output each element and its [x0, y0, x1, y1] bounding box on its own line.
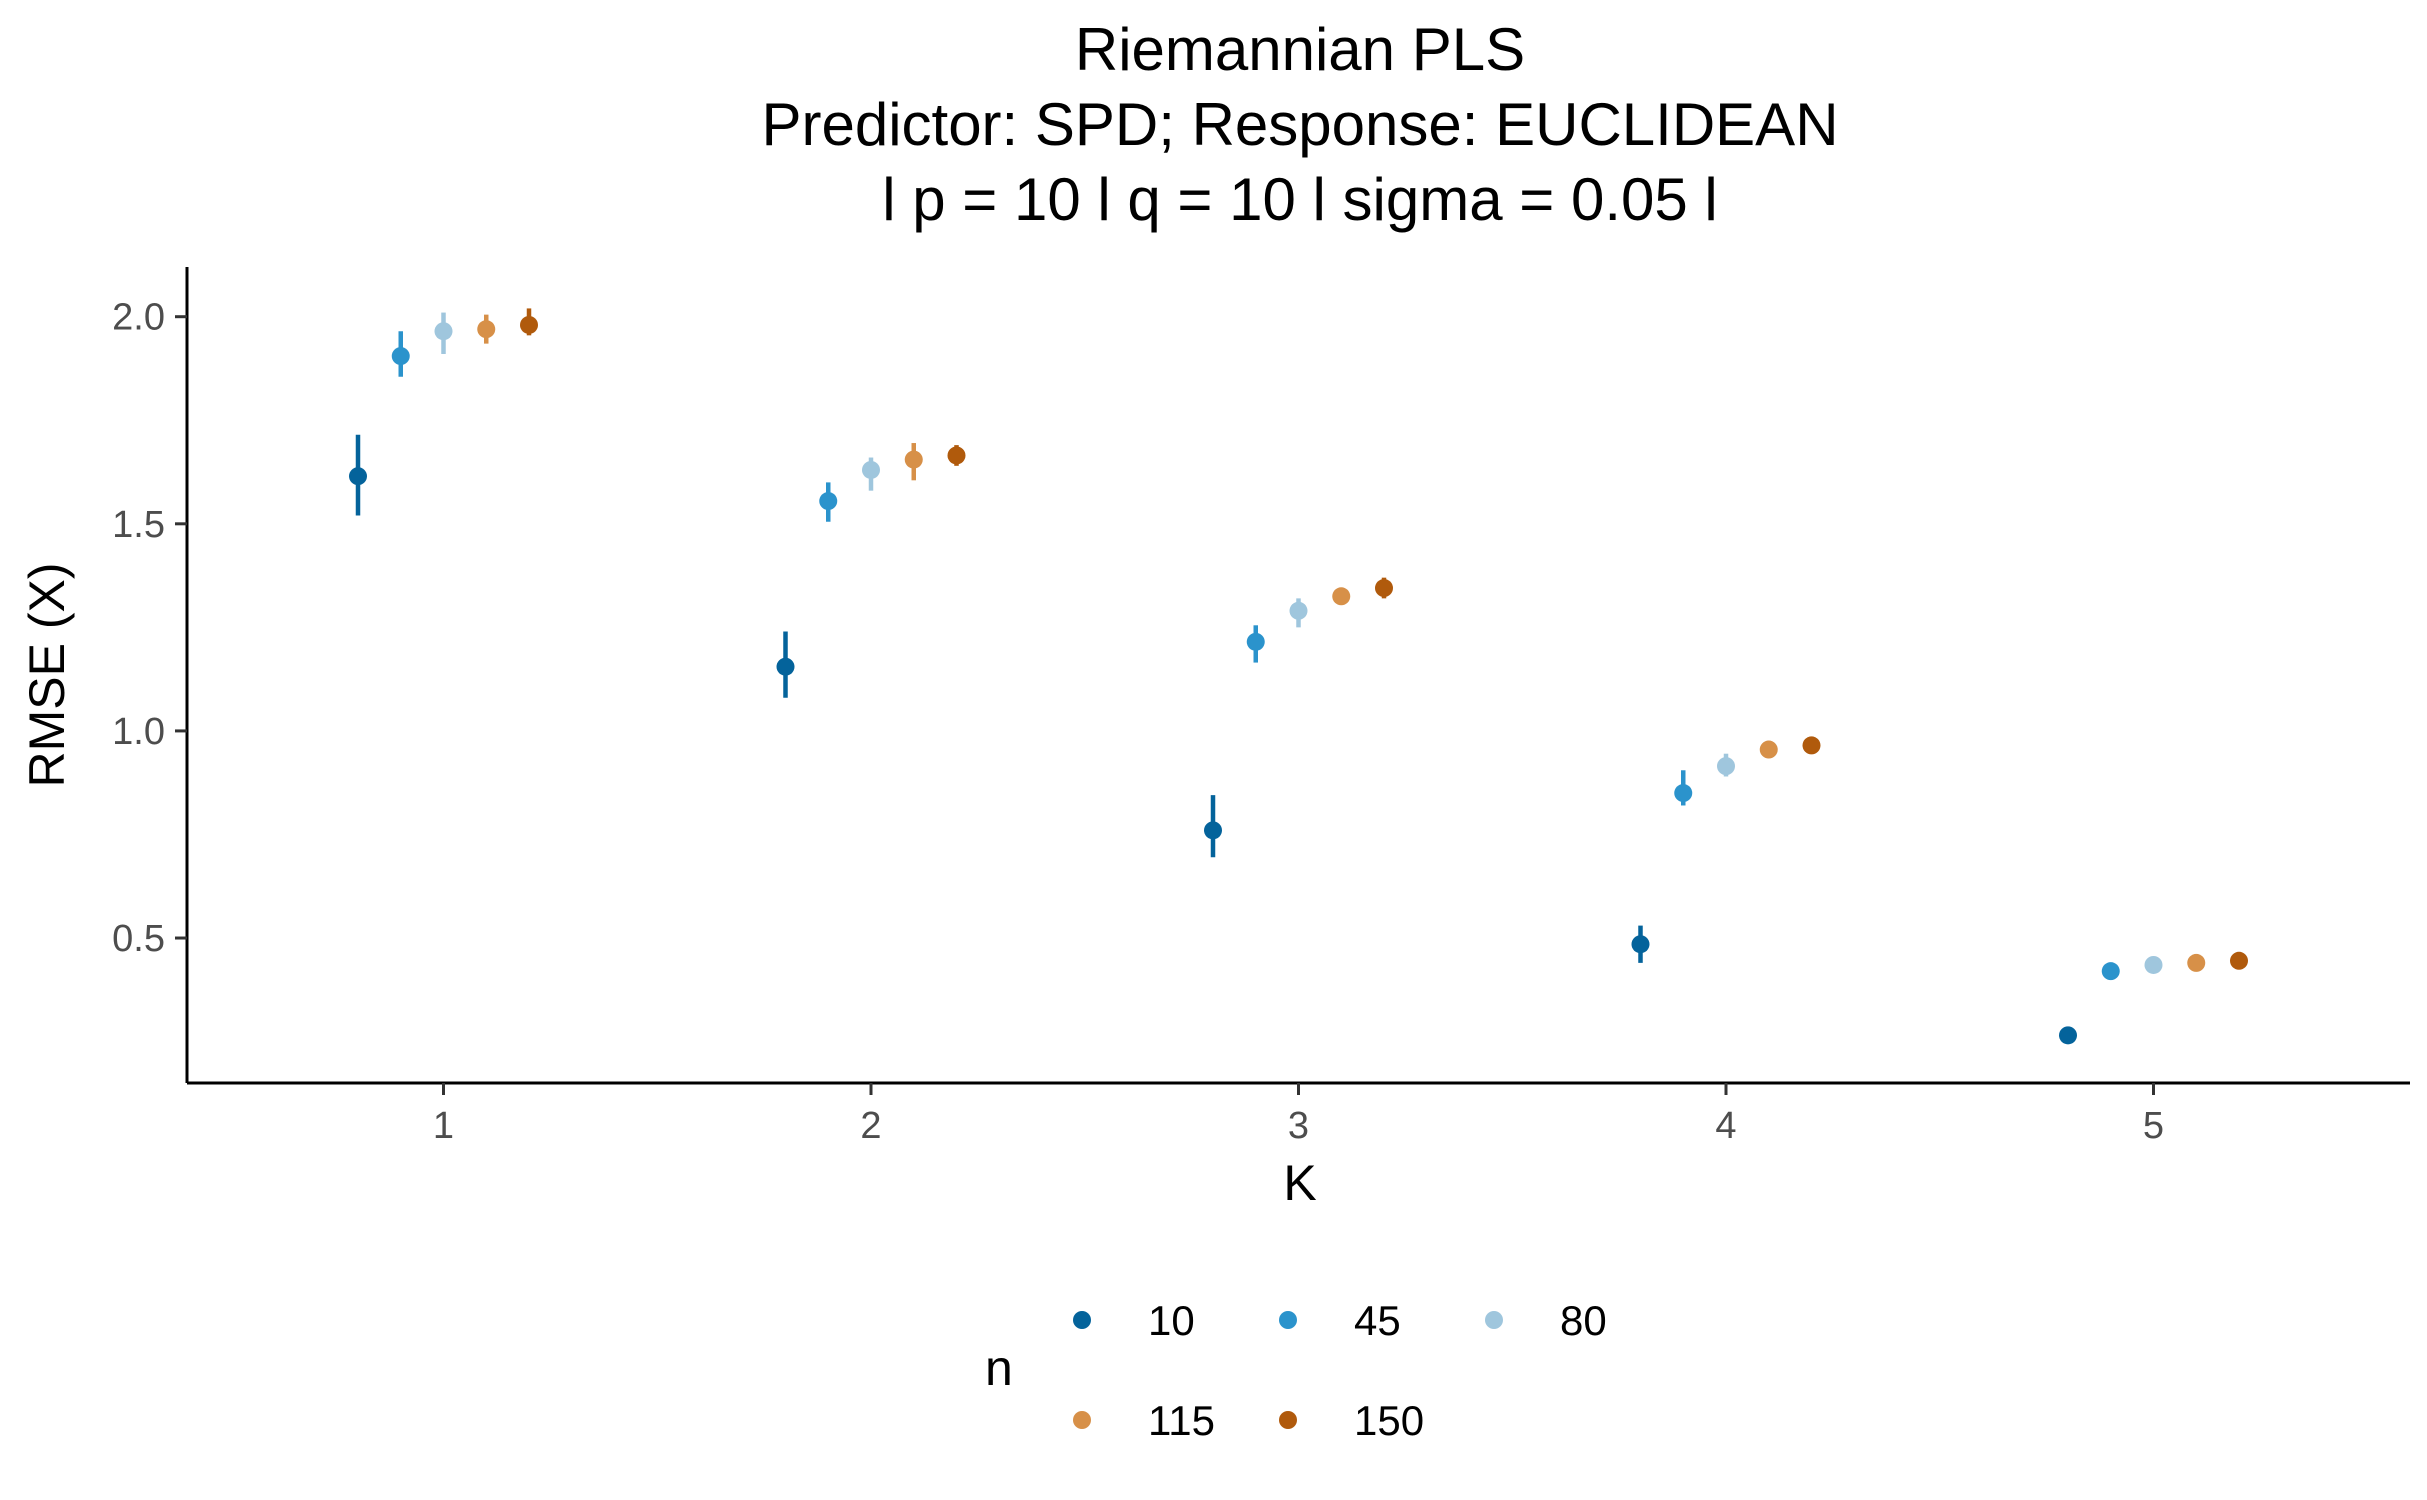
data-point	[1717, 757, 1735, 776]
data-point	[477, 320, 496, 339]
legend-label: 10	[1148, 1297, 1195, 1344]
series-45	[391, 331, 2120, 981]
title-line-2: Predictor: SPD; Response: EUCLIDEAN	[761, 91, 1838, 158]
legend-key	[1279, 1411, 1297, 1429]
data-point	[520, 315, 538, 334]
legend-item-150: 150	[1279, 1397, 1424, 1444]
series-115	[477, 314, 2206, 972]
data-point	[1332, 587, 1351, 606]
x-tick-label: 2	[860, 1105, 881, 1147]
legend-key	[1279, 1311, 1297, 1329]
series-150	[520, 308, 2248, 970]
legend-title: n	[985, 1340, 1013, 1396]
legend-label: 150	[1354, 1397, 1424, 1444]
data-point	[1375, 579, 1393, 598]
data-point	[947, 446, 966, 465]
legend-key	[1073, 1411, 1091, 1429]
data-point	[1802, 736, 1821, 755]
data-point	[391, 347, 410, 366]
data-point	[2230, 951, 2248, 970]
data-point	[1289, 601, 1308, 620]
series-80	[434, 312, 2163, 974]
y-tick-label: 2.0	[112, 297, 165, 339]
x-tick-label: 4	[1715, 1105, 1736, 1147]
data-point	[1204, 821, 1222, 840]
chart-title: Riemannian PLS Predictor: SPD; Response:…	[761, 16, 1838, 233]
y-axis-title: RMSE (X)	[19, 563, 75, 788]
legend-label: 80	[1560, 1297, 1607, 1344]
legend-key	[1073, 1311, 1091, 1329]
legend-item-45: 45	[1279, 1297, 1401, 1344]
x-tick-label: 3	[1288, 1105, 1309, 1147]
x-ticks: 1 2 3 4 5	[433, 1083, 2164, 1147]
data-point	[904, 450, 923, 469]
legend-label: 45	[1354, 1297, 1401, 1344]
y-tick-label: 1.0	[112, 711, 165, 753]
data-point	[1759, 740, 1778, 759]
series-10	[349, 434, 2077, 1045]
legend-key	[1485, 1311, 1503, 1329]
title-line-3: l p = 10 l q = 10 l sigma = 0.05 l	[882, 166, 1718, 233]
data-point	[349, 467, 367, 486]
data-marks	[349, 308, 2248, 1045]
legend: n 10 45 80 115 150	[985, 1297, 1607, 1444]
x-tick-label: 5	[2143, 1105, 2164, 1147]
data-point	[862, 460, 880, 479]
x-axis-title: K	[1283, 1155, 1316, 1211]
legend-item-115: 115	[1073, 1397, 1215, 1444]
y-tick-label: 1.5	[112, 504, 165, 546]
data-point	[434, 322, 453, 341]
y-tick-label: 0.5	[112, 918, 165, 960]
y-ticks: 0.5 1.0 1.5 2.0	[112, 297, 187, 960]
data-point	[776, 657, 795, 676]
legend-item-10: 10	[1073, 1297, 1195, 1344]
data-point	[2059, 1026, 2077, 1045]
data-point	[1246, 632, 1265, 651]
legend-label: 115	[1148, 1397, 1215, 1444]
data-point	[1674, 784, 1693, 803]
x-tick-label: 1	[433, 1105, 454, 1147]
data-point	[2187, 953, 2206, 972]
data-point	[1631, 935, 1650, 954]
legend-item-80: 80	[1485, 1297, 1607, 1344]
data-point	[2144, 955, 2163, 974]
plot-area: 0.5 1.0 1.5 2.0 1 2 3 4 5	[112, 267, 2410, 1147]
data-point	[2101, 962, 2120, 981]
title-line-1: Riemannian PLS	[1075, 16, 1525, 83]
data-point	[819, 492, 838, 511]
